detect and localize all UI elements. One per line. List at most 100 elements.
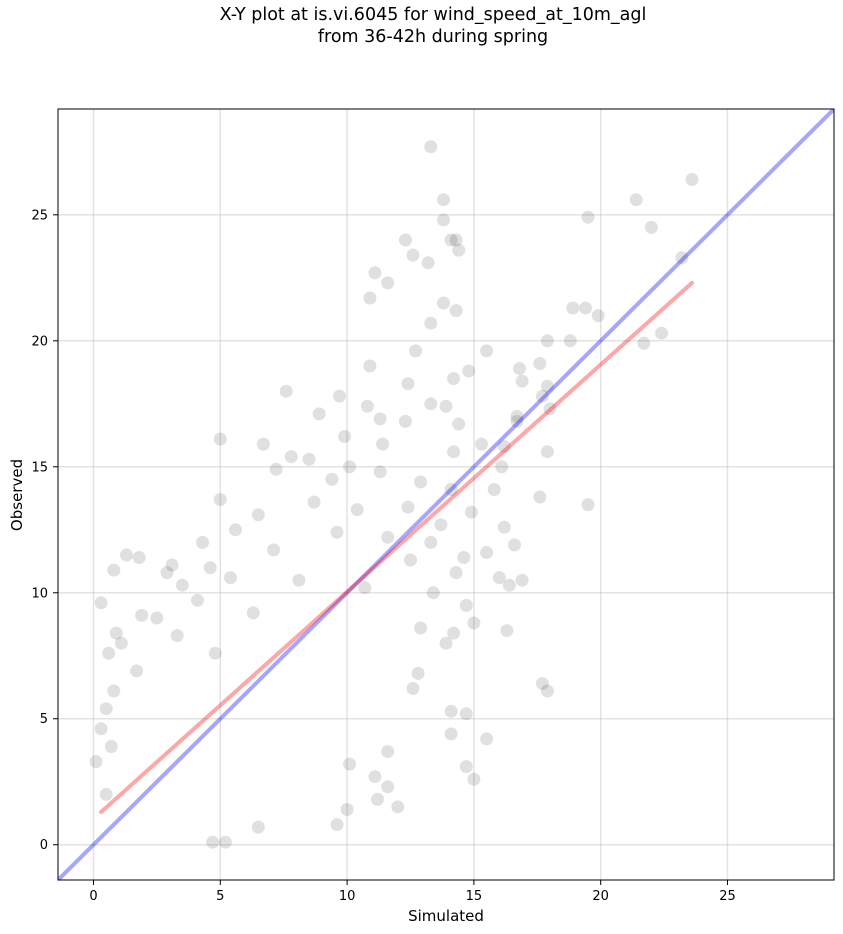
scatter-point [452,417,466,431]
scatter-point [439,399,453,413]
scatter-point [533,357,547,370]
scatter-point [497,520,511,534]
scatter-point [437,213,450,227]
scatter-point [251,508,265,522]
scatter-point [170,629,184,643]
scatter-point [269,462,283,476]
scatter-point [437,296,450,310]
scatter-point [533,490,547,504]
x-tick-label: 0 [89,889,97,904]
scatter-point [492,571,506,585]
scatter-point [515,573,529,587]
scatter-point [104,740,118,753]
scatter-point [406,682,420,695]
scatter-point [165,558,179,572]
scatter-point [251,820,265,834]
scatter-point [447,372,461,386]
scatter-point [563,334,577,348]
scatter-point [175,578,189,592]
scatter-point [99,787,113,801]
scatter-point [543,402,557,416]
scatter-point [495,460,509,474]
scatter-point [566,301,580,315]
y-tick-label: 25 [31,208,48,223]
scatter-point [338,430,352,443]
scatter-point [373,465,387,479]
scatter-point [132,551,146,564]
scatter-point [467,616,481,630]
scatter-point [223,571,237,585]
scatter-point [307,495,321,509]
scatter-point [218,835,232,849]
scatter-point [508,538,521,552]
scatter-point [459,760,473,774]
scatter-point [409,344,423,358]
x-tick-label: 20 [592,889,609,904]
scatter-point [102,646,116,660]
scatter-point [467,772,481,786]
scatter-point [449,233,463,247]
scatter-point [513,362,526,375]
scatter-point [363,291,377,305]
scatter-point [444,704,458,718]
chart-title-line-1: X-Y plot at is.vi.6045 for wind_speed_at… [219,5,647,25]
scatter-point [480,546,494,559]
scatter-point [107,563,121,577]
scatter-point [150,611,164,625]
scatter-point [540,379,554,393]
scatter-point [437,193,450,207]
scatter-point [502,578,516,592]
scatter-point [500,624,514,638]
scatter-point [581,498,595,512]
scatter-point [424,316,438,330]
scatter-point [312,407,326,421]
scatter-point [381,276,395,290]
scatter-point [480,732,494,746]
scatter-point [444,233,458,247]
fit-line [99,280,694,814]
scatter-point [89,755,103,769]
scatter-point [398,233,412,247]
scatter-point [360,399,374,413]
scatter-point [447,445,461,459]
scatter-point [497,440,511,454]
y-tick-label: 20 [31,334,48,349]
scatter-point [629,193,643,207]
data-points [89,140,699,849]
y-tick-label: 15 [31,460,48,475]
scatter-point [130,664,144,678]
y-tick-label: 0 [40,838,48,853]
scatter-point [459,707,473,721]
scatter-point [459,598,473,612]
scatter-point [213,432,227,446]
scatter-point [464,505,478,519]
x-tick-label: 10 [339,889,356,904]
scatter-point [540,684,554,698]
scatter-point [540,334,554,348]
scatter-point [256,437,270,451]
scatter-point [373,412,387,426]
scatter-point [340,803,354,816]
scatter-point [462,364,476,378]
scatter-point [343,757,357,771]
scatter-point [279,384,293,398]
chart-title: X-Y plot at is.vi.6045 for wind_speed_at… [0,4,843,48]
grid-lines [58,109,834,880]
scatter-point [452,243,466,257]
y-axis-label: Observed [8,459,26,531]
scatter-point [381,530,395,544]
scatter-point [404,553,417,567]
scatter-point [655,326,669,340]
scatter-point [284,450,298,464]
scatter-point [160,566,174,580]
y-tick-label: 5 [40,712,48,727]
scatter-point [94,722,108,736]
scatter-point [325,472,339,486]
scatter-point [449,566,463,580]
identity-line [58,109,834,880]
scatter-point [135,608,149,622]
scatter-point [358,581,372,595]
scatter-point [398,414,412,428]
scatter-point [644,220,658,234]
scatter-point [114,636,128,650]
